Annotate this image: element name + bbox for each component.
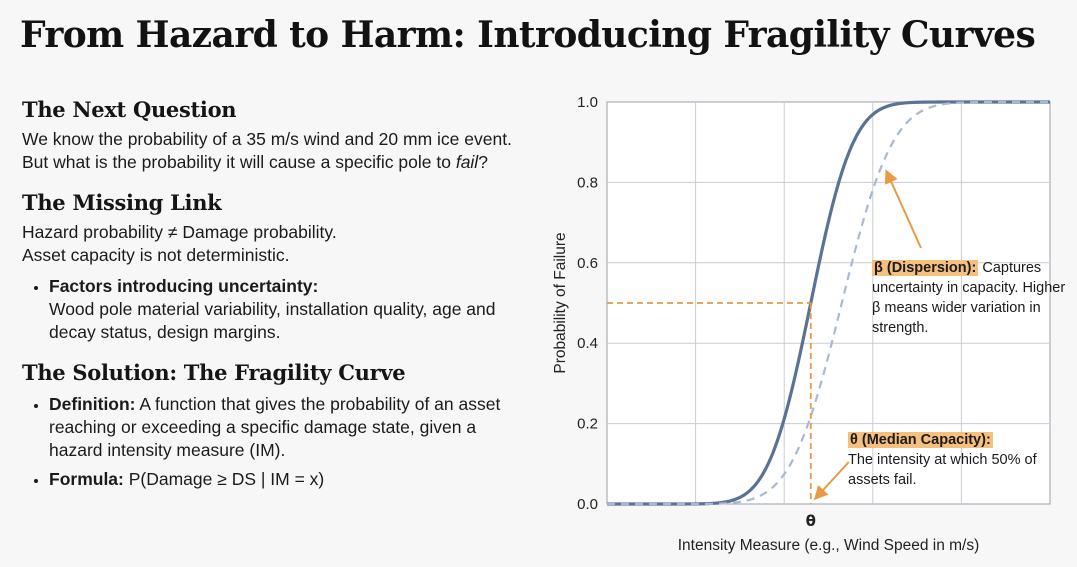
beta-annotation: β (Dispersion): Captures uncertainty in … [872,258,1072,338]
y-tick-label: 0.8 [577,174,598,191]
theta-label: θ (Median Capacity): [848,432,993,448]
uncertainty-factors-item: Factors introducing uncertainty:Wood pol… [49,275,522,344]
uncertainty-list: Factors introducing uncertainty:Wood pol… [22,275,522,344]
missing-link-section: The Missing Link Hazard probability ≠ Da… [22,190,522,344]
next-question-section: The Next Question We know the probabilit… [22,97,522,174]
y-tick-label: 0.0 [577,496,598,513]
solution-heading: The Solution: The Fragility Curve [22,360,406,385]
beta-arrow [884,169,922,249]
beta-label: β (Dispersion): [872,260,979,276]
fragility-chart-svg: 0.0 0.2 0.4 0.6 0.8 1.0 θ Intensity Measure (e.… [552,94,1051,554]
y-tick-label: 0.6 [577,255,598,272]
beta-text: Captures uncertainty in capacity. Higher… [872,260,1066,336]
fragility-curve-dashed [607,100,1050,506]
definition-item: Definition: A function that gives the pr… [49,393,522,462]
missing-link-text: Hazard probability ≠ Damage probability.… [22,222,337,265]
y-axis-label: Probability of Failure [552,232,569,373]
theta-annotation: θ (Median Capacity): The intensity at whi… [848,430,1048,490]
next-question-text: We know the probability of a 35 m/s wind… [22,129,512,172]
formula-item: Formula: P(Damage ≥ DS | IM = x) [49,468,522,491]
solution-section: The Solution: The Fragility Curve Defini… [22,360,522,491]
y-tick-label: 0.4 [577,335,598,352]
left-column: The Next Question We know the probabilit… [22,97,522,507]
y-tick-label: 0.2 [577,416,598,433]
theta-arrow [813,461,850,501]
next-question-heading: The Next Question [22,97,237,122]
x-axis-label: Intensity Measure (e.g., Wind Speed in m… [678,537,980,554]
missing-link-heading: The Missing Link [22,190,222,215]
x-tick-label-theta: θ [806,512,816,530]
fail-emphasis: fail [455,152,479,172]
theta-text: The intensity at which 50% of assets fai… [848,452,1037,488]
solution-list: Definition: A function that gives the pr… [22,393,522,491]
fragility-chart: 0.0 0.2 0.4 0.6 0.8 1.0 θ Intensity Measure (e.… [540,90,1077,560]
page-title: From Hazard to Harm: Introducing Fragili… [20,14,1036,56]
y-tick-label: 1.0 [577,94,598,111]
